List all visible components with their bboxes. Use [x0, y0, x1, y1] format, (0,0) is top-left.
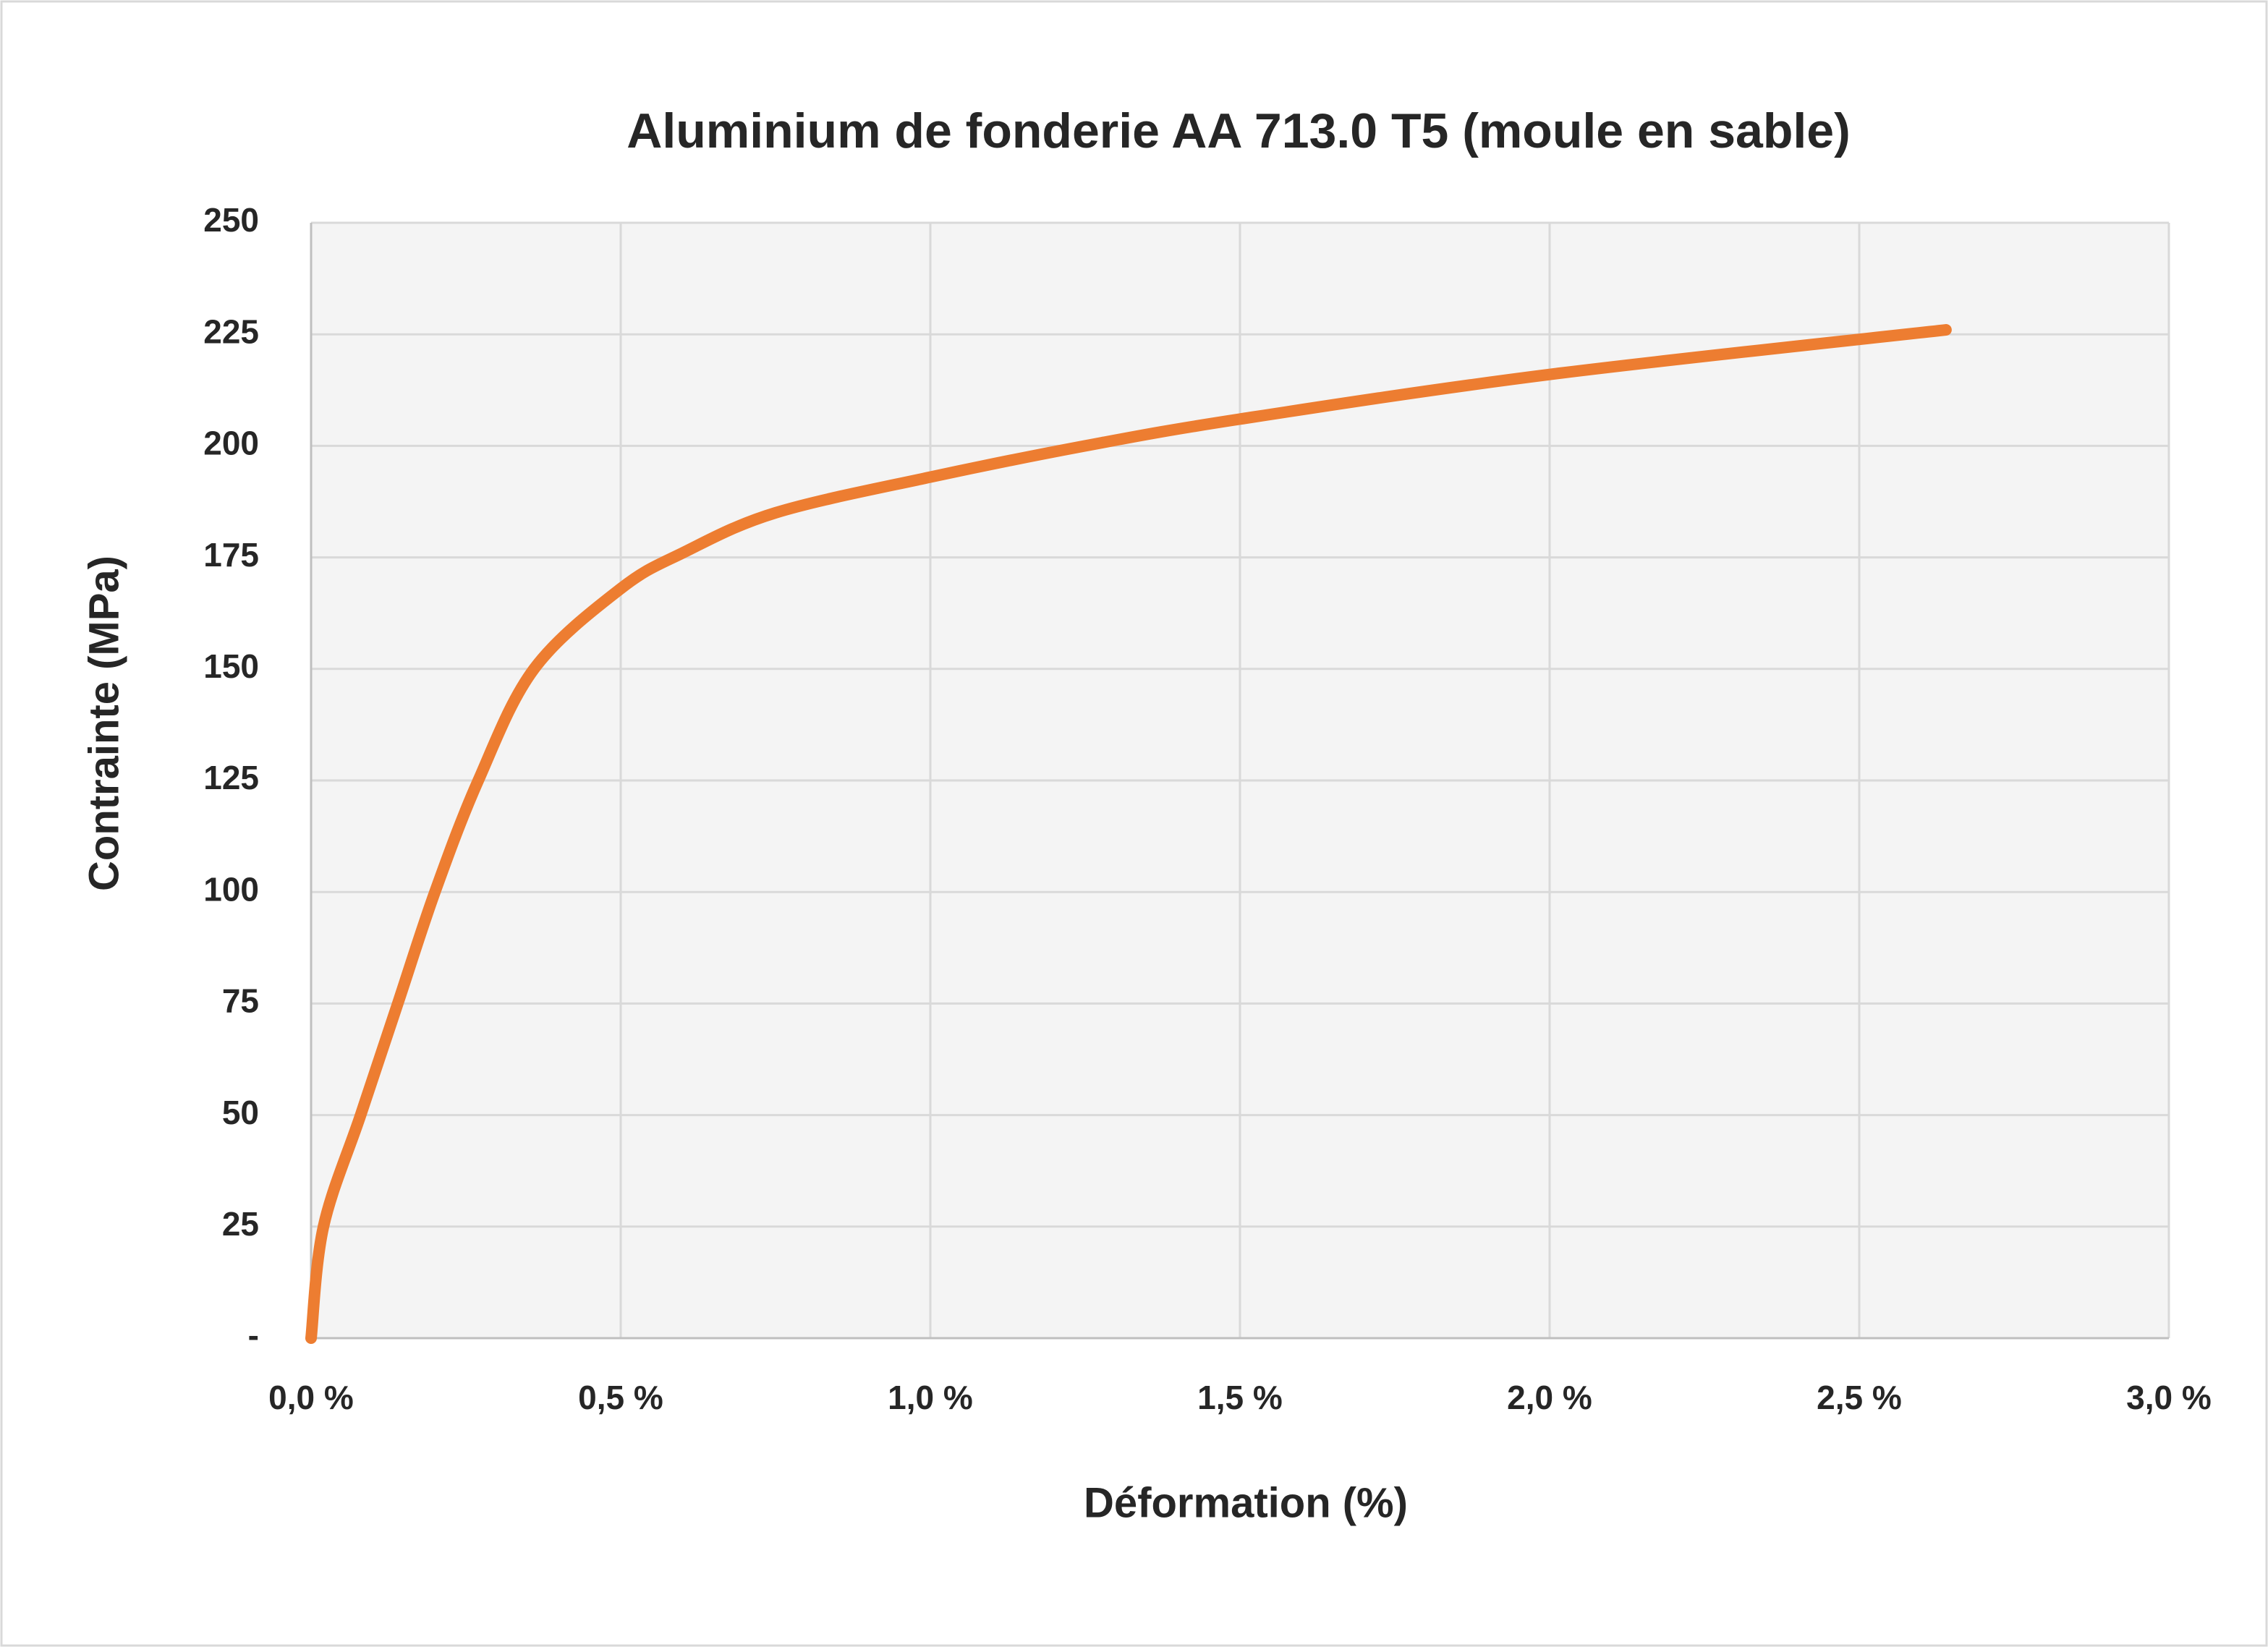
y-tick-label: 100: [203, 870, 259, 908]
x-axis-label: Déformation (%): [1084, 1479, 1408, 1526]
y-tick-label: 75: [222, 982, 259, 1020]
data-line: [305, 324, 1952, 1344]
y-tick-label: 175: [203, 536, 259, 574]
y-tick-label: 200: [203, 425, 259, 462]
chart-title: Aluminium de fonderie AA 713.0 T5 (moule…: [627, 103, 1851, 158]
y-tick-label: 250: [203, 201, 259, 239]
y-tick-label: 225: [203, 312, 259, 350]
x-tick-label: 0,5 %: [578, 1379, 663, 1416]
y-tick-label: -: [248, 1316, 259, 1354]
x-tick-label: 2,0 %: [1507, 1379, 1592, 1416]
x-tick-label: 1,0 %: [888, 1379, 973, 1416]
y-tick-label: 50: [222, 1094, 259, 1131]
y-tick-label: 150: [203, 647, 259, 685]
x-tick-label: 2,5 %: [1817, 1379, 1902, 1416]
x-tick-label: 1,5 %: [1197, 1379, 1283, 1416]
y-tick-label: 125: [203, 759, 259, 796]
x-tick-label: 3,0 %: [2126, 1379, 2212, 1416]
x-tick-label: 0,0 %: [268, 1379, 354, 1416]
y-tick-label: 25: [222, 1205, 259, 1243]
y-axis-label: Contrainte (MPa): [80, 556, 127, 891]
